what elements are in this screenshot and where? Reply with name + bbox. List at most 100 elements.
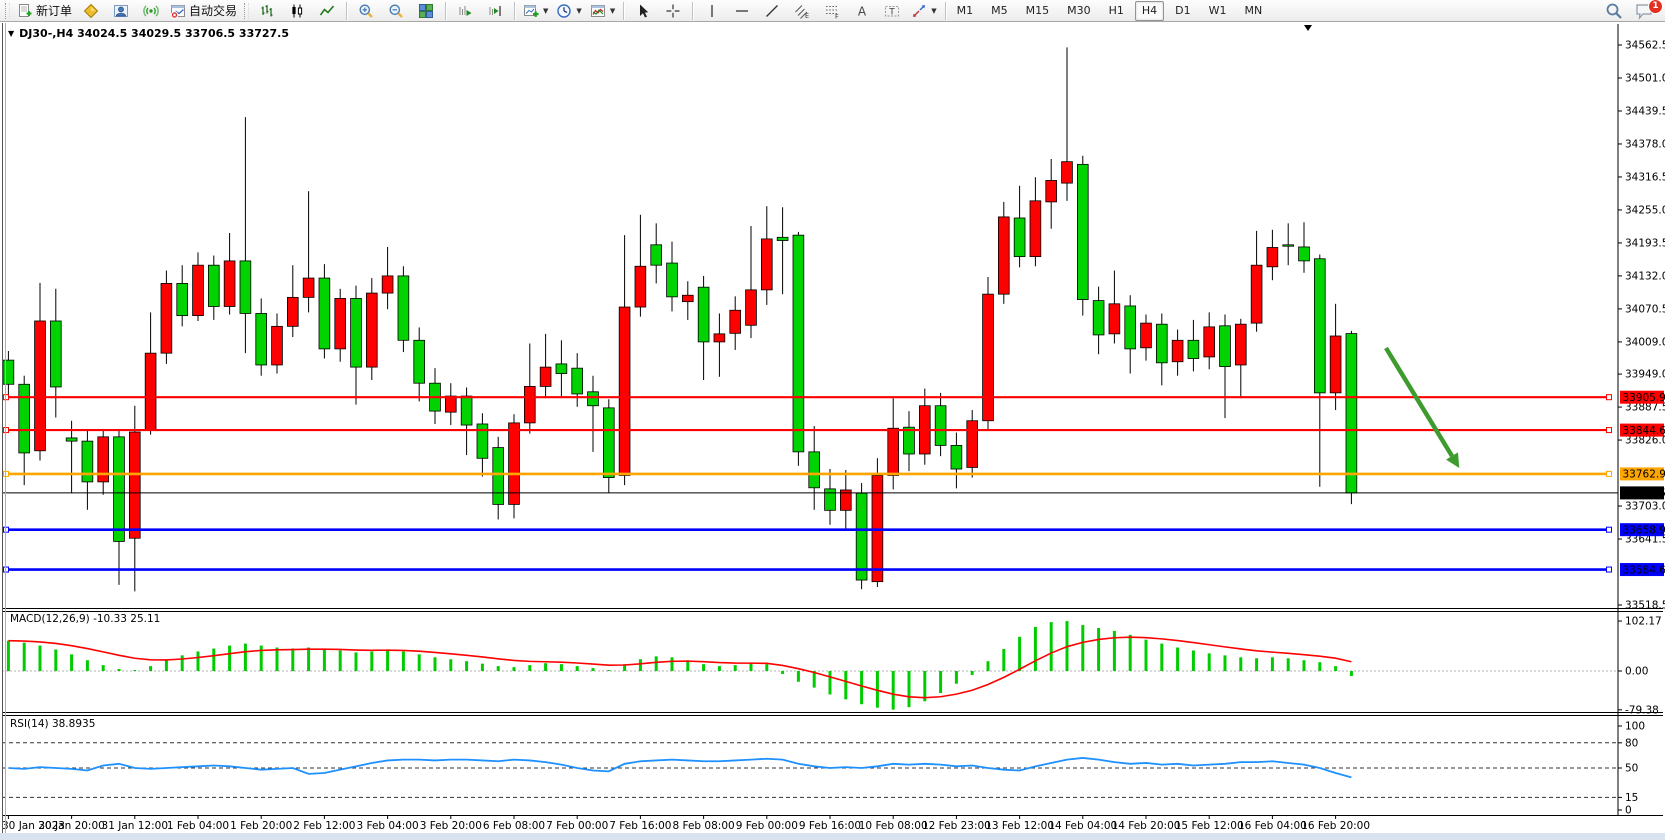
timeframe-H1[interactable]: H1 <box>1108 4 1124 17</box>
candle-bullish <box>223 260 236 307</box>
candle-bearish <box>855 492 868 581</box>
chart-shift-button[interactable] <box>480 0 510 22</box>
candlestick-icon <box>289 3 305 19</box>
auto-scroll-button[interactable] <box>450 0 480 22</box>
candle-bullish <box>729 309 741 334</box>
text-button[interactable]: A <box>847 0 877 22</box>
timeframe-group: M1 M5 M15 M30 H1 H4 D1 W1 MN <box>950 0 1270 21</box>
window-left-edge-shadow <box>5 23 6 833</box>
candle-bullish <box>1061 161 1073 184</box>
svg-text:E: E <box>805 12 809 19</box>
rsi-tick-label: 0 <box>1625 805 1632 817</box>
notification-badge[interactable]: 1 <box>1648 0 1663 14</box>
line-chart-button[interactable] <box>312 0 342 22</box>
timeframe-M30[interactable]: M30 <box>1067 4 1091 17</box>
trend-arrow-head[interactable] <box>1446 452 1460 468</box>
trend-arrow[interactable] <box>1384 346 1454 458</box>
macd-signal-line <box>8 636 1352 699</box>
time-label: 7 Feb 16:00 <box>609 820 671 832</box>
price-tick-label: 34009.0 <box>1625 336 1665 348</box>
candle-bearish <box>318 277 331 350</box>
macd-tick-label: 0.00 <box>1625 666 1648 678</box>
tile-windows-button[interactable] <box>411 0 441 22</box>
vertical-line-button[interactable] <box>697 0 727 22</box>
candle-bullish <box>713 333 726 343</box>
candle-bearish <box>18 383 30 454</box>
line-anchor[interactable] <box>1606 526 1612 533</box>
periods-button[interactable]: ▼ <box>552 0 585 22</box>
zoom-in-button[interactable] <box>351 0 381 22</box>
line-anchor[interactable] <box>1606 427 1612 434</box>
indicators-button[interactable]: ▼ <box>586 0 619 22</box>
candle-bearish <box>50 320 62 388</box>
time-label: 8 Feb 08:00 <box>672 820 734 832</box>
new-order-button[interactable]: 新订单 <box>13 0 76 22</box>
chat-button[interactable]: 1 <box>1635 0 1663 20</box>
equidistant-channel-button[interactable]: E <box>787 0 817 22</box>
line-anchor[interactable] <box>1606 470 1612 477</box>
cursor-button[interactable] <box>628 0 658 22</box>
window-left-edge <box>2 23 3 833</box>
line-anchor[interactable] <box>3 566 9 573</box>
rsi-panel[interactable] <box>2 742 1618 798</box>
line-anchor[interactable] <box>1606 394 1612 401</box>
toolbar-drag-handle[interactable] <box>244 2 250 19</box>
timeframe-M1[interactable]: M1 <box>956 4 974 17</box>
line-anchor[interactable] <box>3 470 9 477</box>
chart-shift-marker[interactable] <box>1304 25 1312 31</box>
line-anchor[interactable] <box>1606 566 1612 573</box>
candlestick-chart-button[interactable] <box>282 0 312 22</box>
candle-bearish <box>1077 163 1089 300</box>
macd-tick-label: -79.38 <box>1625 704 1659 716</box>
timeframe-MN[interactable]: MN <box>1244 4 1263 17</box>
candle-bullish <box>1171 339 1184 363</box>
price-line-label: 33727.5 <box>1623 488 1665 500</box>
zoom-out-button[interactable] <box>381 0 411 22</box>
candle-bullish <box>271 325 283 366</box>
new-chart-button[interactable]: ▼ <box>519 0 552 22</box>
timeframe-M15[interactable]: M15 <box>1025 4 1050 17</box>
text-label-button[interactable]: T <box>877 0 907 22</box>
candle-bearish <box>1092 300 1105 336</box>
autotrading-button[interactable]: 自动交易 <box>166 0 241 22</box>
one-click-trading-toggle[interactable]: ▼ <box>8 29 15 38</box>
toolbar-drag-handle[interactable] <box>5 2 10 19</box>
candle-bullish <box>144 352 157 431</box>
market-button[interactable] <box>76 0 106 22</box>
bar-chart-button[interactable] <box>252 0 282 22</box>
candle-bullish <box>618 306 631 476</box>
timeframe-D1[interactable]: D1 <box>1175 4 1191 17</box>
candle-bearish <box>460 395 473 426</box>
crosshair-button[interactable] <box>658 0 688 22</box>
price-line-label-box <box>1620 523 1664 537</box>
chart-shift-icon <box>487 3 503 19</box>
macd-panel[interactable] <box>2 621 1618 710</box>
candle-bullish <box>682 294 694 303</box>
horizontal-line-button[interactable] <box>727 0 757 22</box>
price-tick-label: 33641.5 <box>1625 534 1665 546</box>
fibonacci-icon: F <box>824 3 840 19</box>
timeframe-M5[interactable]: M5 <box>991 4 1008 17</box>
trendline-button[interactable] <box>757 0 787 22</box>
arrows-tool-button[interactable]: ▼ <box>907 0 940 22</box>
fibonacci-button[interactable]: F <box>817 0 847 22</box>
line-anchor[interactable] <box>3 394 9 401</box>
price-tick-label: 34439.5 <box>1625 105 1665 117</box>
candle-bearish <box>1298 246 1310 262</box>
candle-bearish <box>492 447 504 505</box>
main-chart-panel[interactable] <box>2 25 1618 592</box>
candle-bearish <box>1156 323 1168 364</box>
new-chart-icon <box>523 3 539 19</box>
community-button[interactable] <box>106 0 136 22</box>
line-anchor[interactable] <box>3 526 9 533</box>
signals-button[interactable] <box>136 0 166 22</box>
line-anchor[interactable] <box>3 427 9 434</box>
toolbar-separator <box>692 1 694 20</box>
timeframe-H4[interactable]: H4 <box>1134 0 1165 21</box>
price-line-label: 33762.9 <box>1623 469 1665 481</box>
vertical-line-icon <box>704 3 720 19</box>
search-icon[interactable] <box>1605 2 1623 20</box>
price-tick-label: 34193.5 <box>1625 237 1665 249</box>
timeframe-W1[interactable]: W1 <box>1208 4 1227 17</box>
